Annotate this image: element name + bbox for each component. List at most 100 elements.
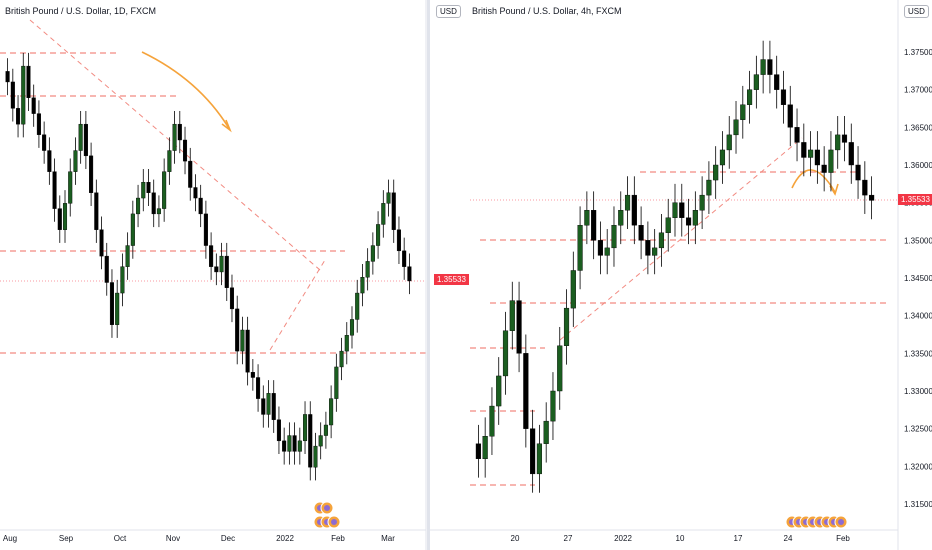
candle-body (308, 414, 313, 468)
y-tick-label: 1.36000 (904, 161, 932, 170)
candle-body (83, 123, 88, 157)
x-tick-label: 27 (564, 534, 573, 543)
candle-body (376, 224, 381, 246)
candle-body (256, 377, 261, 399)
candle-body (523, 353, 529, 429)
y-tick-label: 1.32000 (904, 462, 932, 471)
daily-chart-canvas[interactable]: 1.400001.395001.390001.385001.380001.375… (0, 0, 427, 550)
forecast-arrow (791, 169, 836, 193)
candle-body (570, 270, 576, 309)
candle-body (584, 209, 590, 226)
candle-body (489, 405, 495, 437)
candle-body (219, 255, 224, 273)
candle-body (339, 350, 344, 368)
candle-body (407, 266, 412, 282)
candle-body (209, 245, 214, 267)
candle-body (266, 393, 271, 415)
candle-body (618, 209, 624, 226)
candle-body (611, 225, 617, 249)
candle-body (747, 89, 753, 105)
candle-body (828, 149, 834, 173)
candle-body (5, 71, 10, 83)
chart-title: British Pound / U.S. Dollar, 1D, FXCM (5, 6, 157, 16)
candle-body (214, 266, 219, 273)
candle-body (62, 203, 68, 230)
candle-body (120, 266, 125, 294)
candle-body (563, 307, 570, 346)
candle-body (386, 192, 391, 204)
candle-body (370, 245, 375, 262)
x-tick-label: Oct (114, 534, 127, 543)
candle-body (482, 436, 488, 460)
event-flag-icon (324, 505, 330, 511)
y-tick-label: 1.32500 (904, 425, 932, 434)
candle-body (151, 192, 156, 215)
panel-divider[interactable] (427, 0, 430, 550)
candle-body (344, 335, 349, 352)
candle-body (577, 225, 583, 271)
candle-body (303, 414, 308, 442)
y-tick-label: 1.35000 (904, 236, 932, 245)
candle-body (318, 435, 323, 447)
candle-body (26, 65, 31, 98)
candle-body (645, 240, 651, 256)
candle-body (136, 197, 141, 215)
candle-body (665, 217, 671, 234)
candle-body (334, 366, 339, 399)
currency-label[interactable]: USD (904, 5, 929, 18)
candle-body (652, 247, 658, 256)
event-flag-icon (331, 519, 337, 525)
candle-body (276, 419, 281, 442)
chart-panel-daily[interactable]: 1.400001.395001.390001.385001.380001.375… (0, 0, 461, 550)
y-tick-label: 1.34000 (904, 312, 932, 321)
candle-body (250, 372, 255, 378)
candle-body (292, 435, 297, 452)
candle-body (550, 390, 556, 422)
last-price-badge: 1.35533 (898, 194, 932, 205)
candle-body (719, 149, 726, 166)
x-tick-label: Feb (331, 534, 345, 543)
candle-body (47, 150, 52, 172)
candle-body (496, 375, 502, 407)
chart-panel-4h[interactable]: 1.375001.370001.365001.360001.355001.350… (430, 0, 932, 550)
candle-body (89, 155, 94, 193)
candle-body (99, 229, 104, 257)
x-tick-label: Nov (166, 534, 180, 543)
4h-chart-canvas[interactable]: 1.375001.370001.365001.360001.355001.350… (430, 0, 932, 550)
candle-body (73, 150, 78, 172)
candle-body (821, 164, 827, 173)
candle-body (543, 420, 549, 444)
candle-body (814, 149, 820, 166)
candle-body (146, 182, 151, 193)
currency-label[interactable]: USD (436, 5, 461, 18)
candle-body (631, 194, 637, 226)
candle-body (240, 329, 245, 352)
candle-body (794, 127, 800, 143)
candle-body (808, 149, 814, 158)
candle-body (801, 142, 807, 158)
y-tick-label: 1.37000 (904, 86, 932, 95)
candle-body (57, 208, 62, 230)
candle-body (475, 443, 481, 460)
candle-body (10, 81, 15, 109)
candle-body (78, 123, 83, 151)
candle-body (679, 202, 685, 218)
candle-body (365, 261, 370, 278)
candle-body (235, 308, 240, 352)
event-flag-icon (838, 519, 844, 525)
candle-body (94, 192, 99, 230)
candle-body (767, 59, 773, 75)
candle-body (167, 150, 172, 172)
candle-body (672, 202, 678, 218)
candle-body (604, 247, 610, 256)
y-tick-label: 1.34500 (904, 274, 932, 283)
candle-body (855, 164, 861, 181)
candle-body (658, 232, 665, 249)
candle-body (624, 194, 631, 211)
candle-body (706, 179, 712, 196)
candle-body (597, 240, 603, 256)
candle-body (245, 329, 250, 373)
candle-body (726, 134, 732, 151)
candle-body (685, 217, 692, 226)
candle-body (360, 277, 365, 294)
